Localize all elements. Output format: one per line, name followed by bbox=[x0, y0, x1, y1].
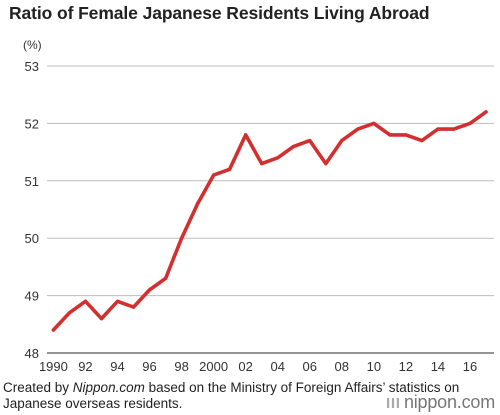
series-line-0 bbox=[51, 110, 488, 332]
data-point bbox=[484, 110, 488, 114]
source-prefix: Created by bbox=[3, 380, 73, 395]
data-point bbox=[324, 161, 328, 166]
y-tick-label: 53 bbox=[25, 59, 39, 74]
data-point bbox=[51, 328, 56, 332]
x-tick-label: 2000 bbox=[199, 359, 228, 374]
data-point bbox=[163, 276, 168, 280]
logo-bars-icon bbox=[386, 396, 400, 410]
x-tick-label: 16 bbox=[463, 359, 477, 374]
series-group bbox=[51, 110, 488, 332]
x-tick-label: 92 bbox=[78, 359, 92, 374]
y-tick-label: 52 bbox=[25, 116, 39, 131]
x-tick-label: 96 bbox=[142, 359, 156, 374]
y-tick-label: 48 bbox=[25, 346, 39, 361]
data-point bbox=[147, 288, 152, 292]
x-tick-label: 1990 bbox=[39, 359, 68, 374]
y-axis-label: (%) bbox=[23, 38, 42, 52]
data-point bbox=[436, 127, 440, 131]
data-point bbox=[420, 139, 424, 143]
data-point bbox=[452, 127, 456, 131]
data-point bbox=[131, 305, 136, 309]
data-point bbox=[99, 316, 104, 321]
data-point bbox=[468, 121, 472, 125]
x-tick-label: 98 bbox=[174, 359, 188, 374]
x-tick-label: 10 bbox=[367, 359, 381, 374]
data-point bbox=[83, 299, 88, 303]
data-point bbox=[212, 173, 216, 177]
data-point bbox=[292, 144, 296, 148]
logo-text: nippon.com bbox=[403, 392, 495, 412]
y-axis-ticks: 48 49 50 51 52 53 bbox=[25, 59, 39, 361]
y-tick-label: 49 bbox=[25, 289, 39, 304]
x-axis-ticks: 1990 92 94 96 98 2000 02 04 06 08 10 12 14 16 bbox=[39, 359, 477, 374]
x-tick-label: 02 bbox=[238, 359, 252, 374]
x-tick-label: 08 bbox=[335, 359, 349, 374]
data-point bbox=[276, 156, 280, 160]
data-point bbox=[244, 133, 248, 137]
source-note: Created by Nippon.com based on the Minis… bbox=[3, 380, 500, 412]
x-tick-label: 94 bbox=[110, 359, 124, 374]
data-point bbox=[115, 299, 120, 303]
data-point bbox=[340, 139, 344, 143]
data-point bbox=[372, 121, 376, 125]
data-point bbox=[260, 161, 264, 166]
data-point bbox=[196, 202, 200, 206]
x-tick-label: 06 bbox=[303, 359, 317, 374]
x-tick-label: 04 bbox=[270, 359, 284, 374]
grid-lines bbox=[47, 65, 494, 354]
data-point bbox=[67, 311, 72, 315]
data-point bbox=[404, 133, 408, 137]
chart-title: Ratio of Female Japanese Residents Livin… bbox=[9, 3, 430, 23]
x-tick-label: 12 bbox=[399, 359, 413, 374]
source-site: Nippon.com bbox=[72, 380, 145, 395]
data-point bbox=[179, 236, 184, 240]
source-suffix: based on the Ministry of Foreign Affairs… bbox=[3, 380, 460, 411]
x-tick-label: 14 bbox=[431, 359, 445, 374]
y-tick-label: 50 bbox=[25, 231, 39, 246]
data-point bbox=[356, 127, 360, 131]
y-tick-label: 51 bbox=[25, 174, 39, 189]
data-point bbox=[388, 133, 392, 137]
nippon-logo: nippon.com bbox=[386, 392, 495, 413]
data-point bbox=[228, 167, 232, 171]
data-point bbox=[308, 139, 312, 143]
